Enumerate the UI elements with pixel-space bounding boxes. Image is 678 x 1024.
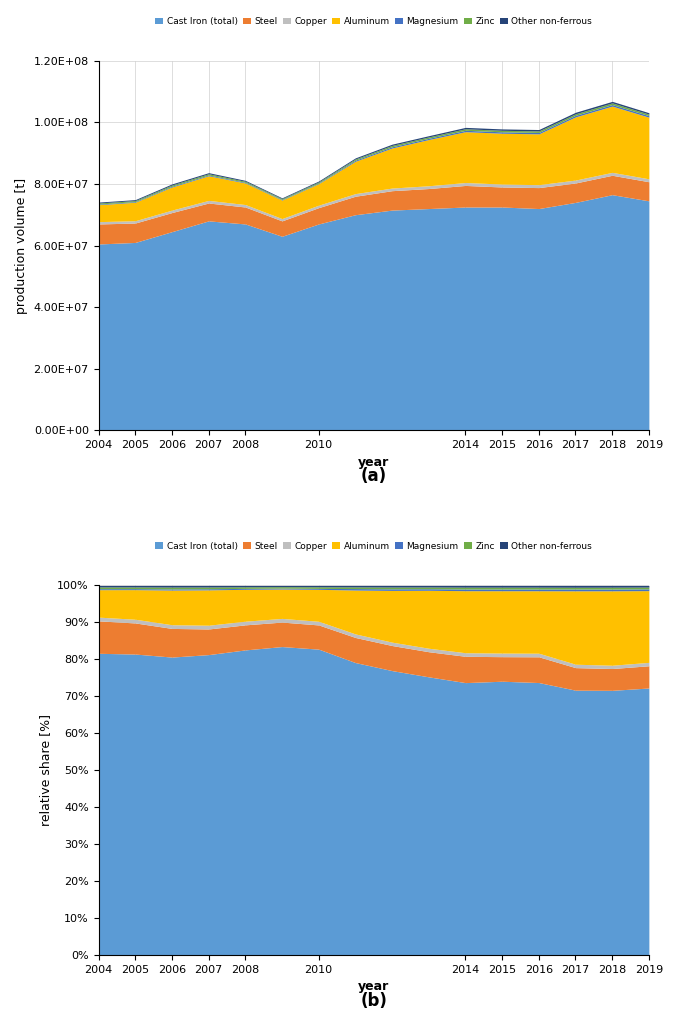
Text: (b): (b)	[360, 992, 387, 1010]
Legend: Cast Iron (total), Steel, Copper, Aluminum, Magnesium, Zinc, Other non-ferrous: Cast Iron (total), Steel, Copper, Alumin…	[152, 539, 596, 554]
X-axis label: year: year	[358, 980, 389, 993]
Legend: Cast Iron (total), Steel, Copper, Aluminum, Magnesium, Zinc, Other non-ferrous: Cast Iron (total), Steel, Copper, Alumin…	[152, 13, 596, 30]
X-axis label: year: year	[358, 456, 389, 469]
Text: (a): (a)	[361, 467, 386, 485]
Y-axis label: production volume [t]: production volume [t]	[15, 177, 28, 313]
Y-axis label: relative share [%]: relative share [%]	[39, 715, 52, 826]
